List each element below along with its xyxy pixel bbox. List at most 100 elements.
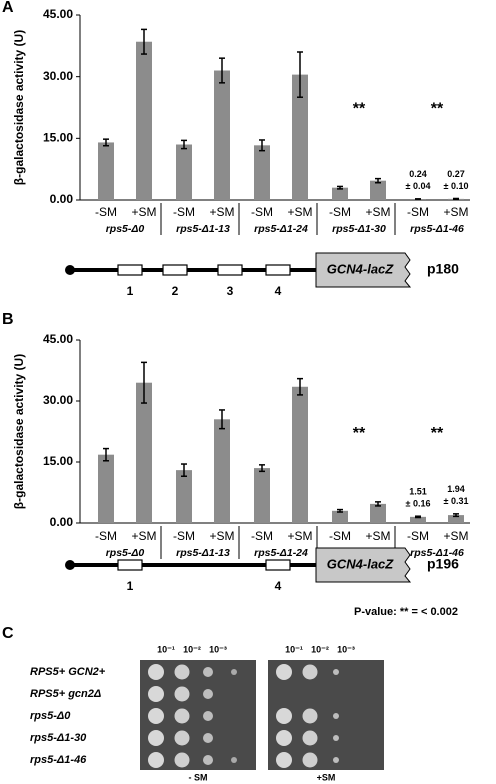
x-tick-label: -SM — [95, 529, 117, 543]
bar — [214, 419, 230, 523]
colony-spot — [276, 708, 292, 724]
bar — [254, 468, 270, 523]
cap-dot — [65, 560, 75, 570]
group-label: rps5-Δ1-46 — [410, 223, 464, 235]
bar — [176, 470, 192, 523]
dilution-label: 10⁻³ — [337, 644, 355, 654]
bar — [176, 144, 192, 200]
colony-spot — [148, 752, 164, 768]
reporter-label: GCN4-lacZ — [327, 556, 395, 571]
uorf-box — [217, 264, 243, 276]
bar — [370, 503, 386, 523]
x-tick-label: -SM — [95, 205, 117, 219]
panel-label: C — [2, 625, 14, 642]
bar — [136, 41, 152, 200]
colony-spot — [174, 752, 190, 768]
bar — [332, 510, 348, 523]
uorf-label: 2 — [172, 284, 179, 298]
x-tick-label: +SM — [131, 205, 156, 219]
uorf-box — [162, 264, 188, 276]
colony-spot — [231, 757, 237, 763]
colony-spot — [174, 664, 190, 680]
colony-spot — [276, 752, 292, 768]
y-tick-label: 0.00 — [50, 192, 74, 206]
group-label: rps5-Δ1-13 — [176, 547, 230, 559]
colony-spot — [174, 730, 190, 746]
x-tick-label: -SM — [329, 205, 351, 219]
x-tick-label: -SM — [173, 205, 195, 219]
value-label: 1.51 — [409, 487, 427, 497]
colony-spot — [174, 708, 190, 724]
colony-spot — [276, 664, 292, 680]
significance-mark: ** — [431, 425, 444, 442]
bar — [214, 70, 230, 200]
group-label: rps5-Δ1-13 — [176, 223, 230, 235]
strain-label: rps5-Δ0 — [30, 710, 71, 722]
uorf-label: 1 — [127, 579, 134, 593]
colony-spot — [148, 708, 164, 724]
x-tick-label: -SM — [173, 529, 195, 543]
colony-spot — [333, 735, 339, 741]
colony-spot — [148, 686, 164, 702]
dilution-label: 10⁻² — [311, 644, 329, 654]
colony-spot — [148, 730, 164, 746]
x-tick-label: +SM — [131, 529, 156, 543]
significance-mark: ** — [431, 100, 444, 117]
value-label: 1.94 — [447, 484, 465, 494]
colony-spot — [302, 664, 318, 680]
colony-spot — [203, 755, 213, 765]
value-label: 0.27 — [447, 169, 465, 179]
strain-label: rps5-Δ1-46 — [30, 754, 87, 766]
significance-mark: ** — [353, 425, 366, 442]
bar — [292, 74, 308, 200]
colony-spot — [203, 689, 213, 699]
strain-label: RPS5+ gcn2Δ — [30, 688, 101, 700]
y-tick-label: 0.00 — [50, 515, 74, 529]
error-label: ± 0.16 — [406, 499, 431, 509]
uorf-label: 4 — [275, 284, 282, 298]
uorf-box — [265, 559, 291, 571]
colony-spot — [174, 686, 190, 702]
x-tick-label: +SM — [209, 529, 234, 543]
colony-spot — [203, 711, 213, 721]
x-tick-label: -SM — [407, 529, 429, 543]
condition-label: +SM — [317, 772, 336, 782]
colony-spot — [333, 713, 339, 719]
bar — [136, 382, 152, 523]
y-tick-label: 30.00 — [43, 69, 73, 83]
error-label: ± 0.10 — [444, 181, 469, 191]
cap-dot — [65, 265, 75, 275]
group-label: rps5-Δ0 — [106, 547, 145, 559]
significance-mark: ** — [353, 100, 366, 117]
colony-spot — [148, 664, 164, 680]
dilution-label: 10⁻¹ — [285, 644, 303, 654]
group-label: rps5-Δ1-46 — [410, 547, 464, 559]
colony-spot — [302, 708, 318, 724]
x-tick-label: +SM — [287, 529, 312, 543]
dilution-label: 10⁻¹ — [157, 644, 175, 654]
uorf-box — [117, 559, 143, 571]
y-tick-label: 45.00 — [43, 332, 73, 346]
reporter-label: GCN4-lacZ — [327, 261, 395, 276]
dilution-label: 10⁻³ — [209, 644, 227, 654]
y-axis-label: β-galactosidase activity (U) — [12, 354, 26, 509]
y-axis-label: β-galactosidase activity (U) — [12, 30, 26, 185]
strain-label: rps5-Δ1-30 — [30, 732, 87, 744]
panel-label: A — [2, 0, 14, 16]
colony-spot — [203, 733, 213, 743]
colony-spot — [333, 669, 339, 675]
bar — [98, 454, 114, 523]
colony-spot — [203, 667, 213, 677]
strain-label: RPS5+ GCN2+ — [30, 666, 106, 678]
bar — [254, 145, 270, 200]
x-tick-label: -SM — [251, 205, 273, 219]
group-label: rps5-Δ1-30 — [332, 223, 386, 235]
x-tick-label: +SM — [209, 205, 234, 219]
plasmid-label: p196 — [427, 556, 459, 572]
y-tick-label: 15.00 — [43, 131, 73, 145]
colony-spot — [276, 730, 292, 746]
error-label: ± 0.31 — [444, 496, 469, 506]
bar — [292, 386, 308, 523]
x-tick-label: -SM — [329, 529, 351, 543]
